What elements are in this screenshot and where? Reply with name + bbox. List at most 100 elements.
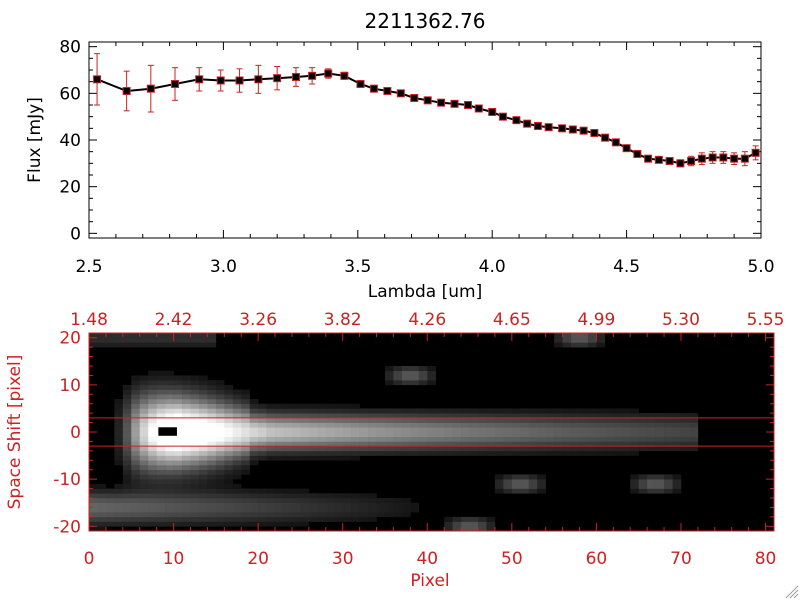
- image-pixel: [334, 455, 344, 461]
- image-pixel: [486, 521, 496, 527]
- image-pixel: [283, 521, 293, 527]
- image-pixel: [190, 389, 200, 395]
- data-point: [122, 87, 131, 95]
- image-pixel: [131, 380, 141, 386]
- image-pixel: [587, 441, 597, 447]
- image-pixel: [122, 455, 132, 461]
- image-pixel: [182, 394, 191, 400]
- image-pixel: [317, 436, 327, 442]
- image-pixel: [342, 498, 352, 504]
- image-pixel: [359, 427, 369, 433]
- image-pixel: [148, 427, 157, 433]
- image-pixel: [334, 450, 344, 456]
- image-pixel: [232, 408, 242, 414]
- image-pixel: [215, 446, 225, 452]
- image-pixel: [342, 436, 352, 442]
- image-pixel: [300, 455, 310, 461]
- image-pixel: [435, 446, 445, 452]
- image-pixel: [401, 436, 411, 442]
- image-pixel: [122, 516, 132, 522]
- spectrum-x-tick-label: 5.0: [747, 257, 774, 277]
- image-y-tick-label: -20: [53, 517, 81, 537]
- image-pixel: [621, 450, 631, 456]
- image-pixel: [494, 479, 504, 485]
- image-pixel: [131, 403, 141, 409]
- image-pixel: [384, 427, 394, 433]
- image-pixel: [131, 479, 141, 485]
- image-pixel: [393, 502, 403, 508]
- image-pixel: [469, 450, 479, 456]
- spectrum-y-tick-label: 60: [59, 84, 81, 104]
- image-pixel: [224, 399, 234, 405]
- image-pixel: [156, 394, 166, 400]
- image-pixel: [249, 498, 259, 504]
- image-pixel: [207, 399, 217, 405]
- image-pixel: [182, 422, 191, 428]
- image-pixel: [283, 432, 293, 438]
- image-pixel: [317, 413, 327, 419]
- image-pixel: [182, 441, 191, 447]
- image-pixel: [224, 455, 234, 461]
- data-point: [254, 75, 263, 84]
- image-pixel: [131, 521, 141, 527]
- image-pixel: [232, 465, 242, 471]
- resize-grip-icon[interactable]: [785, 585, 799, 599]
- image-pixel: [537, 408, 546, 414]
- image-pixel: [224, 479, 234, 485]
- image-pixel: [114, 460, 124, 466]
- image-pixel: [520, 483, 530, 489]
- data-point: [687, 157, 696, 165]
- image-pixel: [198, 337, 208, 343]
- image-pixel: [224, 502, 234, 508]
- spectrum-y-tick-label: 0: [70, 224, 81, 244]
- image-pixel: [579, 337, 589, 343]
- chart-title: 2211362.76: [365, 9, 486, 33]
- image-pixel: [503, 422, 513, 428]
- image-pixel: [664, 436, 673, 442]
- image-pixel: [393, 441, 403, 447]
- image-pixel: [325, 498, 335, 504]
- image-pixel: [511, 432, 521, 438]
- image-pixel: [368, 512, 377, 518]
- image-pixel: [241, 403, 250, 409]
- image-pixel: [300, 498, 310, 504]
- image-pixel: [621, 446, 631, 452]
- image-pixel: [325, 408, 335, 414]
- image-pixel: [139, 375, 149, 381]
- image-pixel: [647, 417, 656, 423]
- image-pixel: [139, 507, 149, 513]
- image-pixel: [596, 337, 606, 343]
- image-pixel: [291, 408, 301, 414]
- image-pixel: [554, 441, 563, 447]
- image-pixel: [435, 408, 445, 414]
- image-pixel: [511, 483, 521, 489]
- image-pixel: [655, 441, 665, 447]
- image-pixel: [215, 465, 225, 471]
- image-pixel: [393, 512, 403, 518]
- image-pixel: [647, 427, 656, 433]
- image-pixel: [342, 403, 352, 409]
- image-pixel: [317, 498, 327, 504]
- image-pixel: [300, 436, 310, 442]
- image-pixel: [198, 450, 208, 456]
- image-pixel: [131, 389, 141, 395]
- image-pixel: [562, 436, 572, 442]
- image-pixel: [537, 432, 546, 438]
- image-pixel: [173, 465, 183, 471]
- image-pixel: [266, 446, 276, 452]
- image-pixel: [384, 380, 394, 386]
- image-pixel: [198, 474, 208, 480]
- image-pixel: [258, 436, 267, 442]
- image-pixel: [241, 521, 250, 527]
- image-pixel: [435, 417, 445, 423]
- data-point: [273, 74, 282, 83]
- spectrum-y-tick-label: 20: [59, 178, 81, 198]
- image-pixel: [198, 432, 208, 438]
- data-point: [383, 87, 392, 95]
- image-pixel: [173, 403, 183, 409]
- image-pixel: [325, 446, 335, 452]
- image-pixel: [317, 403, 327, 409]
- image-pixel: [520, 408, 530, 414]
- image-pixel: [596, 342, 606, 348]
- image-pixel: [198, 342, 208, 348]
